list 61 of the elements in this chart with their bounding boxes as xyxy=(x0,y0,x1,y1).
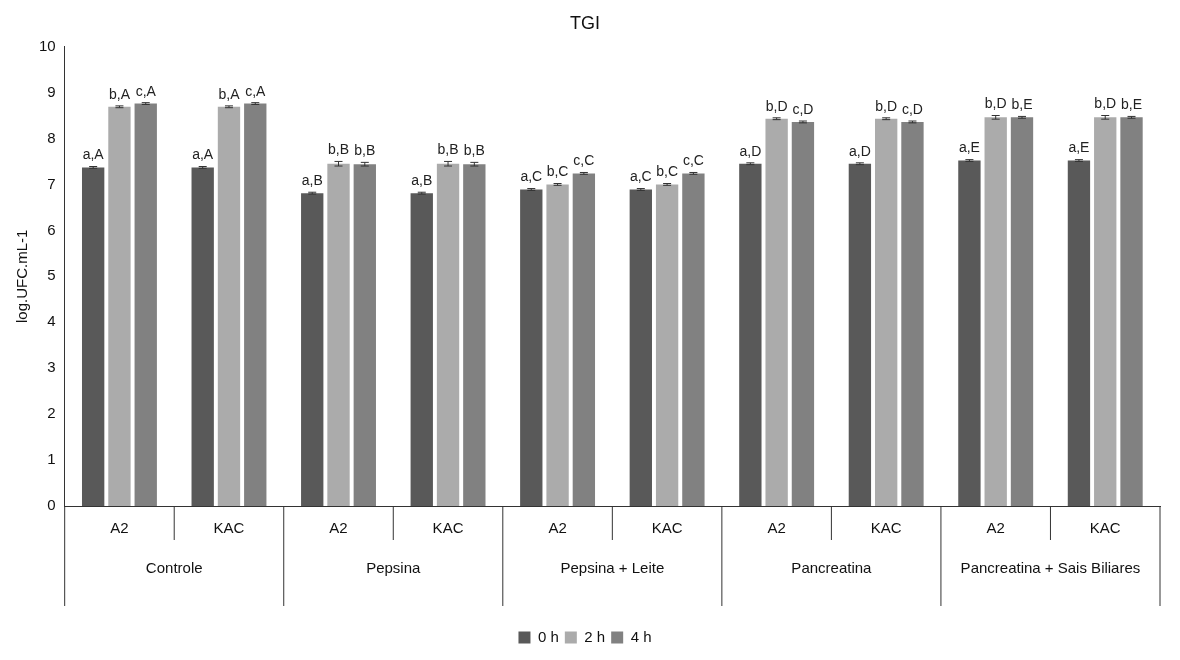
x-tick-label: A2 xyxy=(986,519,1005,537)
data-label: b,C xyxy=(546,163,569,180)
x-tick-label: KAC xyxy=(651,519,683,537)
data-label: a,D xyxy=(739,142,762,159)
y-tick-label: 7 xyxy=(47,174,56,192)
text: Pancreatina xyxy=(791,559,873,577)
data-label: a,E xyxy=(1068,139,1090,156)
data-label: c,C xyxy=(682,152,704,169)
text: Controle xyxy=(145,559,203,577)
data-label: c,A xyxy=(245,82,267,99)
data-label: a,B xyxy=(301,172,323,189)
data-label: b,D xyxy=(1094,95,1117,112)
legend-label: 2 h xyxy=(584,627,606,645)
x-tick-label: KAC xyxy=(432,519,464,537)
data-label: a,C xyxy=(629,168,652,185)
data-label: b,D xyxy=(984,95,1007,112)
x-tick-label: A2 xyxy=(329,519,348,537)
data-label: b,E xyxy=(1011,96,1033,113)
y-tick-label: 4 xyxy=(47,312,56,330)
legend-label: 4 h xyxy=(630,627,652,645)
data-label: a,D xyxy=(848,142,871,159)
x-tick-label: A2 xyxy=(767,519,786,537)
y-tick-label: 9 xyxy=(47,82,56,100)
data-label: b,B xyxy=(463,142,485,159)
legend-label: 0 h xyxy=(537,627,559,645)
data-label: c,A xyxy=(135,82,157,99)
x-tick-label: KAC xyxy=(1089,519,1121,537)
data-label: a,A xyxy=(192,146,214,163)
y-tick-label: 0 xyxy=(47,496,56,514)
data-label: a,E xyxy=(958,139,980,156)
data-label: a,A xyxy=(82,146,105,163)
data-label: b,E xyxy=(1121,96,1143,113)
data-label: b,C xyxy=(656,163,679,180)
x-tick-label: A2 xyxy=(110,519,129,537)
chart-title: TGI xyxy=(570,12,600,33)
data-label: a,B xyxy=(411,172,433,189)
y-tick-label: 8 xyxy=(47,128,56,146)
x-tick-label: KAC xyxy=(213,519,245,537)
data-label: b,B xyxy=(328,141,350,158)
data-label: c,C xyxy=(573,152,595,169)
data-label: b,D xyxy=(765,97,788,114)
data-label: b,A xyxy=(108,85,131,102)
y-tick-label: 3 xyxy=(47,358,56,376)
data-label: a,C xyxy=(520,168,543,185)
data-label: c,D xyxy=(901,100,923,117)
y-tick-label: 5 xyxy=(47,266,56,284)
data-label: b,D xyxy=(875,97,898,114)
y-tick-label: 2 xyxy=(47,404,56,422)
y-axis-title: log.UFC.mL-1 xyxy=(13,229,31,323)
text: Pancreatina + Sais Biliares xyxy=(960,559,1141,577)
y-tick-label: 1 xyxy=(47,450,56,468)
x-tick-label: KAC xyxy=(870,519,902,537)
x-tick-label: A2 xyxy=(548,519,567,537)
text: Pepsina + Leite xyxy=(560,559,665,577)
data-label: c,D xyxy=(792,100,814,117)
text: Pepsina xyxy=(366,559,422,577)
data-label: b,B xyxy=(437,141,459,158)
y-tick-label: 6 xyxy=(47,220,56,238)
data-label: b,B xyxy=(354,142,376,159)
y-tick-label: 10 xyxy=(39,36,56,54)
data-label: b,A xyxy=(218,85,241,102)
